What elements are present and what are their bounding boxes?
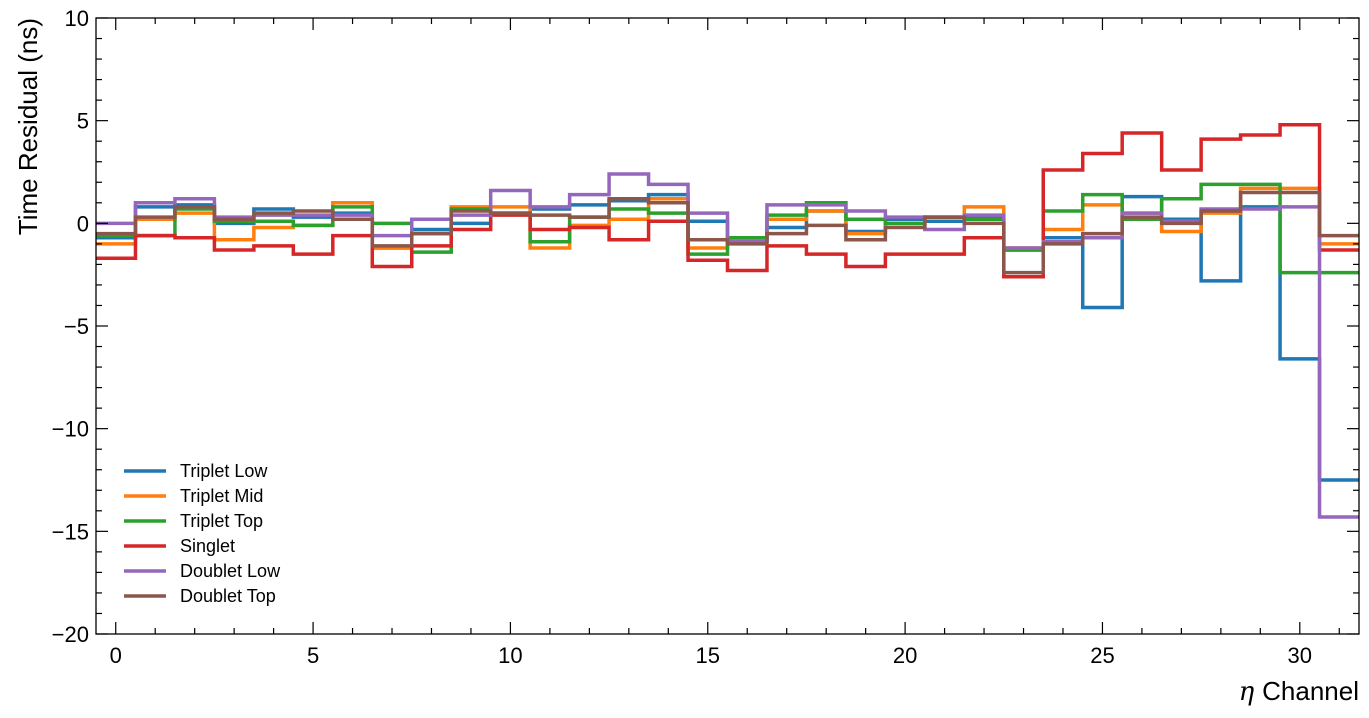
legend-entry-label: Triplet Mid [180,486,263,506]
x-tick-label: 20 [893,643,917,668]
series-line-doublet-top [96,190,1359,275]
y-tick-label: 0 [77,211,89,236]
y-tick-label: −20 [52,622,89,647]
x-tick-label: 30 [1288,643,1312,668]
x-tick-label: 15 [696,643,720,668]
legend-entry-label: Doublet Top [180,586,276,606]
series-line-doublet-low [96,172,1359,519]
y-tick-label: −15 [52,519,89,544]
legend-entry-label: Singlet [180,536,235,556]
y-tick-label: 5 [77,109,89,134]
series-layer [96,123,1359,519]
legend-entry-label: Doublet Low [180,561,281,581]
legend: Triplet Low Triplet Mid Triplet Top Singlet… [124,461,281,606]
y-tick-label: −5 [64,314,89,339]
x-tick-labels: 0 5 10 15 20 25 30 [110,643,1312,668]
x-tick-label: 5 [307,643,319,668]
y-tick-label: −10 [52,417,89,442]
plot-background [96,18,1359,634]
legend-entry-label: Triplet Low [180,461,268,481]
legend-entry-label: Triplet Top [180,511,263,531]
y-tick-labels: −20 −15 −10 −5 0 5 10 [52,6,89,647]
x-axis-title: η Channel [1239,676,1359,707]
x-tick-label: 0 [110,643,122,668]
plot-frame [95,17,1360,635]
x-tick-label: 25 [1090,643,1114,668]
x-tick-label: 10 [498,643,522,668]
x-axis-symbol: η [1239,677,1255,707]
y-tick-label: 10 [65,6,89,31]
x-axis-text: Channel [1262,676,1359,706]
y-axis-title: Time Residual (ns) [13,18,43,235]
series-line-singlet [96,123,1359,279]
ticks-layer [96,17,1359,635]
